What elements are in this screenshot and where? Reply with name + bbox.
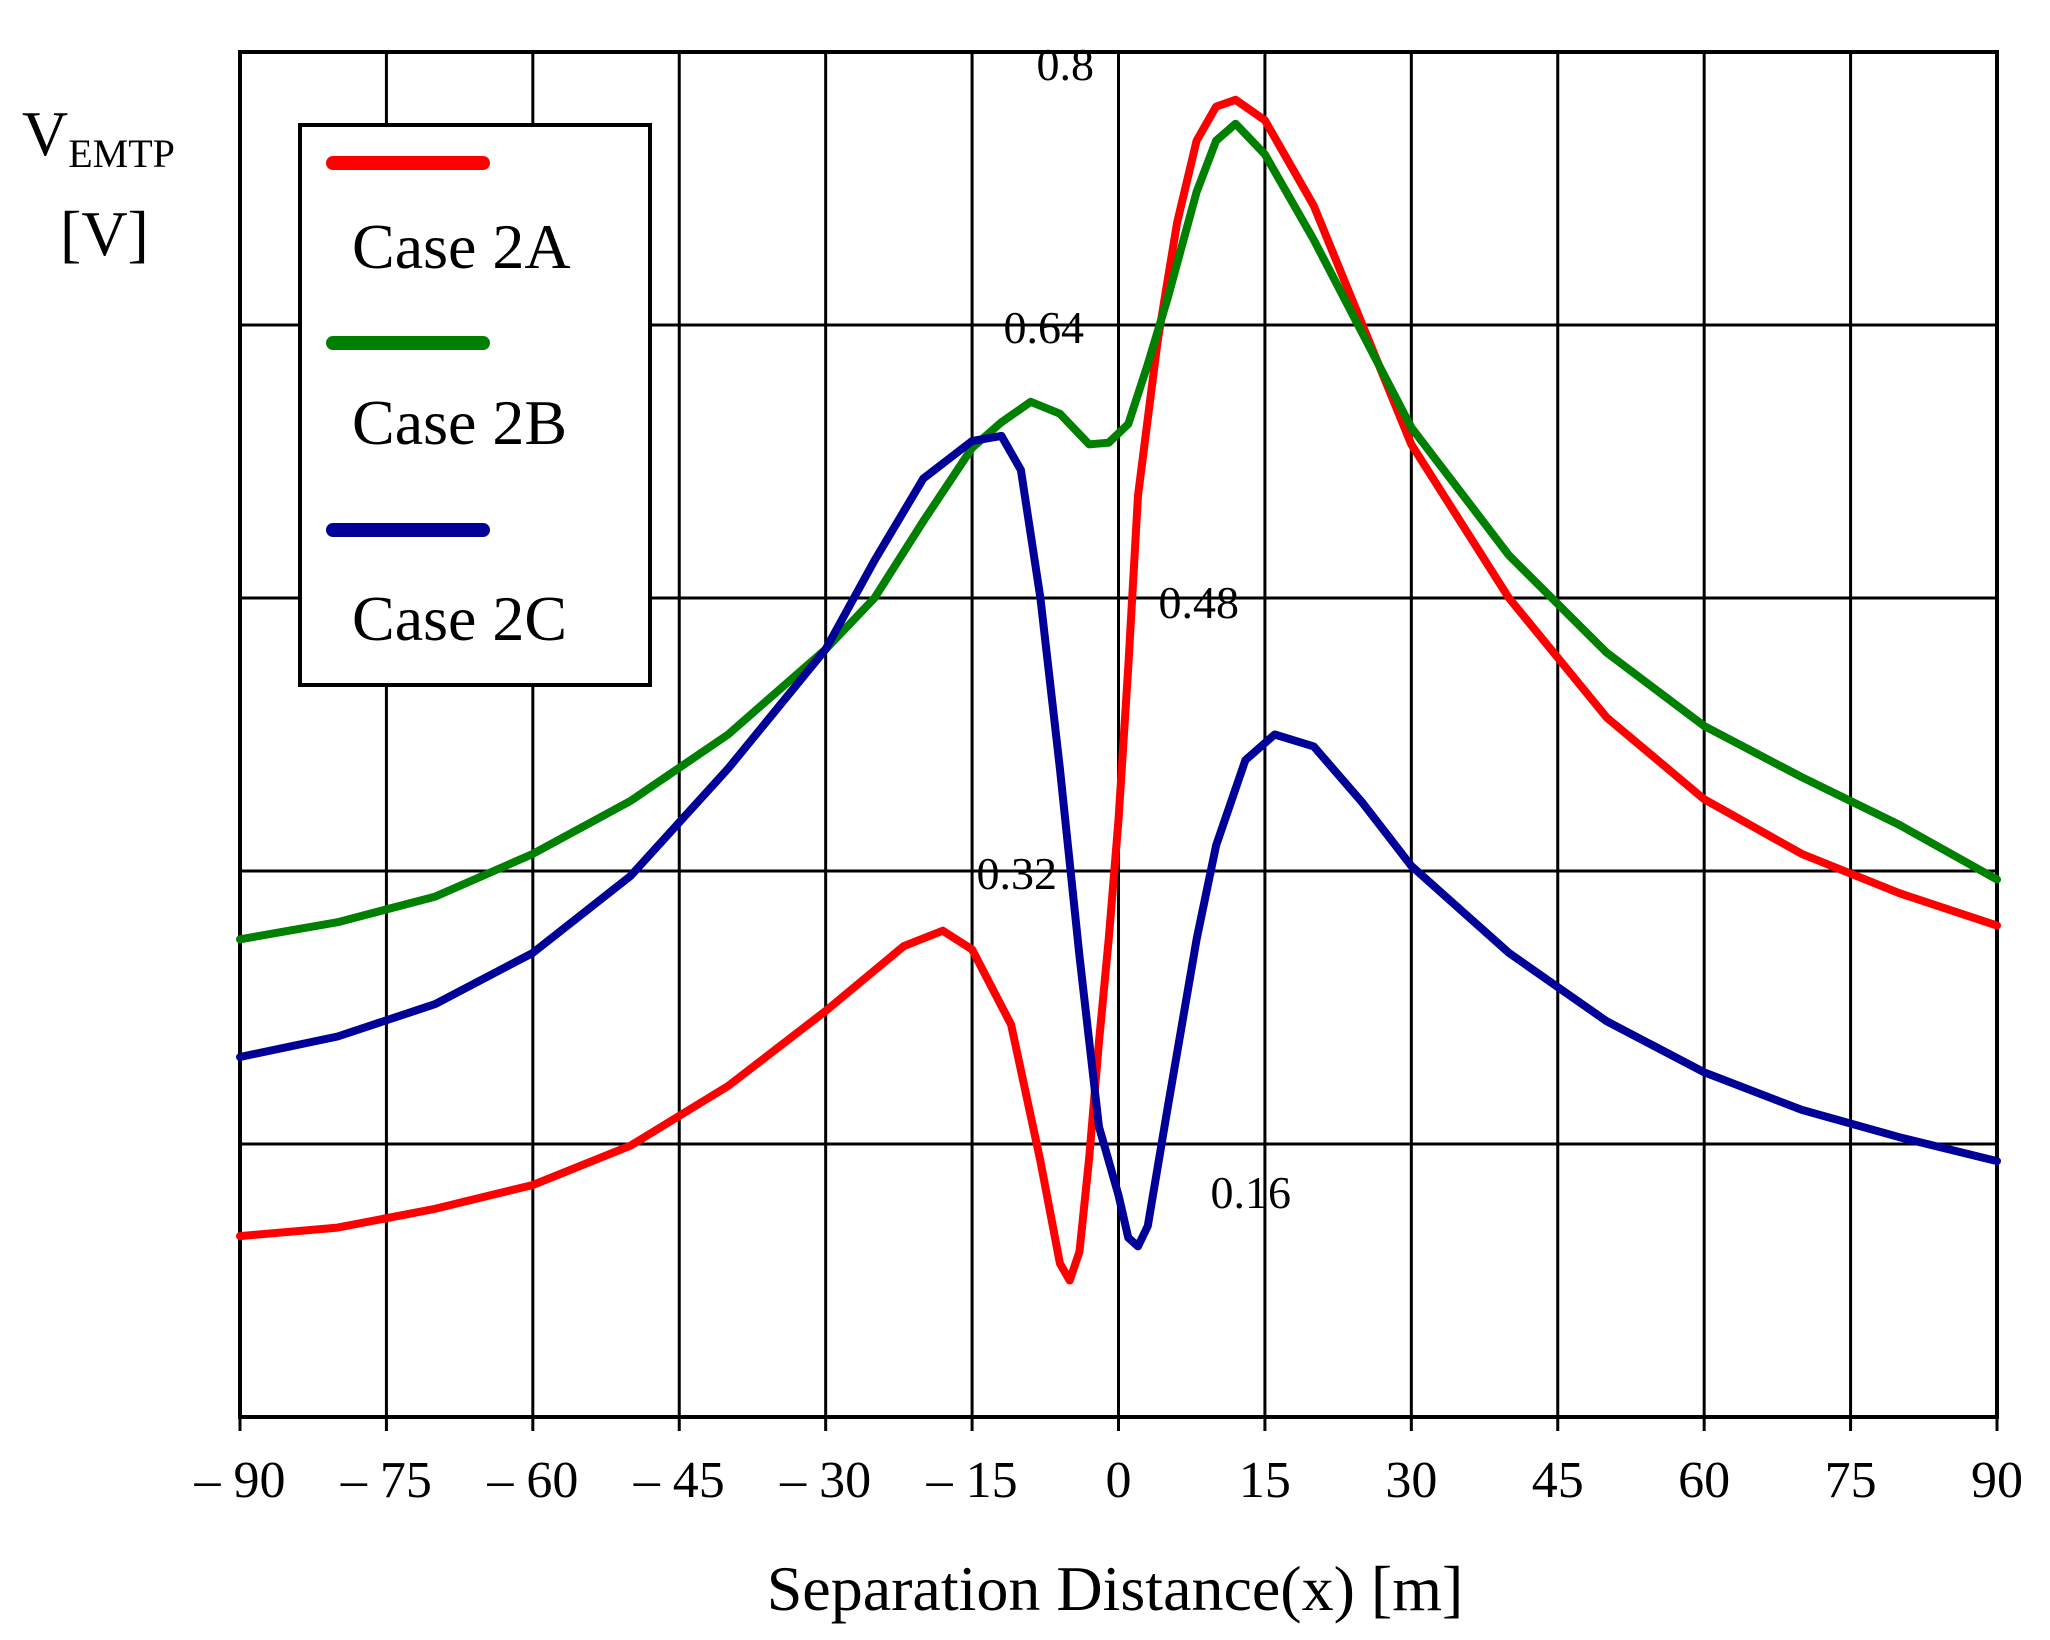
x-tick-label-9: 45 [1532,1452,1584,1509]
x-tick-label-5: – 15 [926,1452,1018,1509]
x-tick-label-7: 15 [1239,1452,1291,1509]
y-tick-label-0: 0.16 [1211,1167,1292,1218]
x-tick-label-11: 75 [1825,1452,1877,1509]
legend-label-case-2c: Case 2C [352,583,567,654]
y-tick-label-2: 0.48 [1159,577,1240,628]
x-tick-label-8: 30 [1385,1452,1437,1509]
y-tick-label-1: 0.32 [977,848,1058,899]
x-axis-ticks: – 90 – 75 – 60 – 45 – 30 – 15 0 15 30 45 60 75 90 [194,1417,2023,1509]
series-line-case-2c [236,431,2001,1251]
series-layer [236,95,2001,1285]
series-line-case-2b [236,119,2001,944]
legend-label-case-2b: Case 2B [352,387,567,458]
x-tick-label-3: – 45 [633,1452,725,1509]
series-line-case-2a [236,95,2001,1285]
x-tick-label-10: 60 [1678,1452,1730,1509]
x-tick-label-1: – 75 [340,1452,432,1509]
y-axis-label-sub: EMTP [68,131,175,176]
x-tick-label-6: 0 [1106,1452,1132,1509]
x-axis-label: Separation Distance(x) [m] [767,1553,1464,1624]
y-axis-label-main: V [22,98,68,169]
legend: Case 2A Case 2B Case 2C [298,123,652,687]
legend-box [298,123,652,687]
x-tick-label-2: – 60 [486,1452,578,1509]
y-axis-ticks: 0.16 0.32 0.48 0.64 0.8 [977,39,1292,1218]
y-tick-label-3: 0.64 [1004,302,1085,353]
y-tick-label-4: 0.8 [1037,39,1095,90]
x-tick-label-12: 90 [1971,1452,2023,1509]
x-tick-label-4: – 30 [779,1452,871,1509]
x-tick-label-0: – 90 [194,1452,286,1509]
y-axis-unit: [V] [60,198,149,269]
legend-label-case-2a: Case 2A [352,211,571,282]
y-axis-label: VEMTP [22,98,175,176]
